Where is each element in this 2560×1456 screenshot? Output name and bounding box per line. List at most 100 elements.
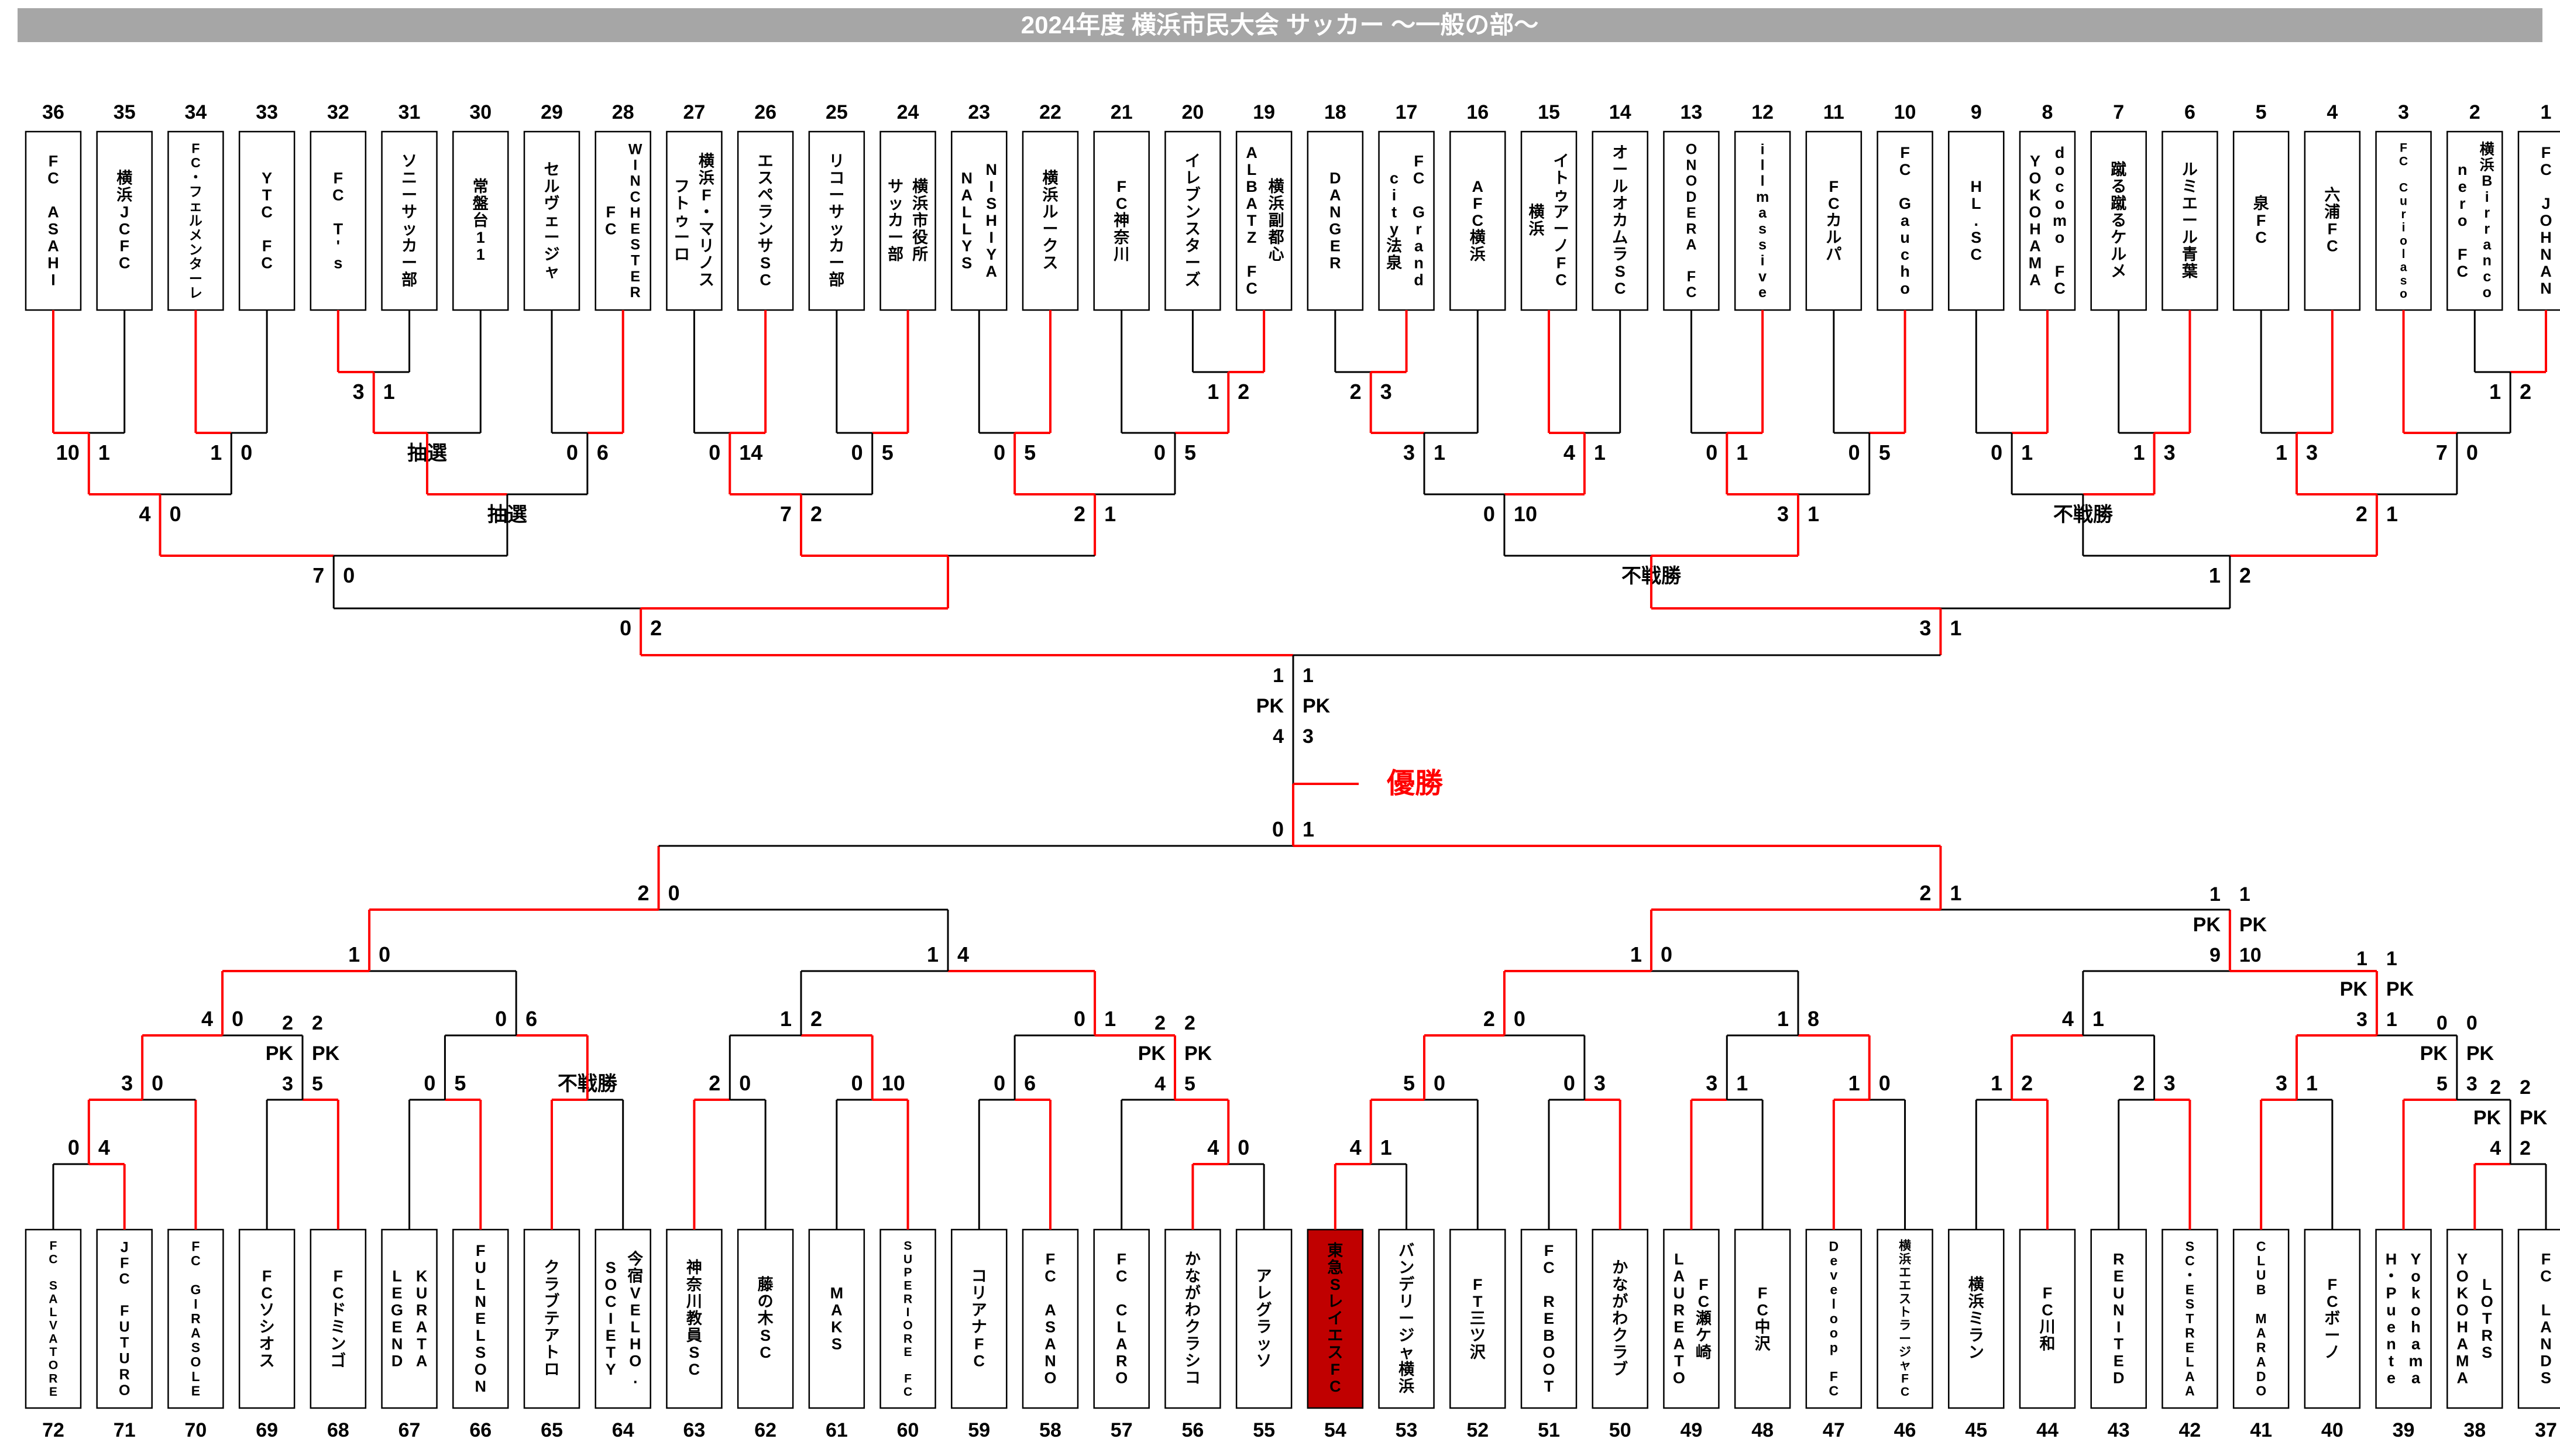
team-name-char: ス xyxy=(699,271,714,289)
team-name-char: フ xyxy=(674,178,690,195)
team-name-char: Y xyxy=(2030,153,2040,170)
team-box-20 xyxy=(1164,130,1221,311)
team-box-49 xyxy=(1663,1228,1720,1409)
team-name-char: ロ xyxy=(544,1361,559,1378)
team-box-67 xyxy=(381,1228,438,1409)
team-name-char: T xyxy=(2186,1311,2194,1326)
score-left: 2 xyxy=(1350,380,1362,404)
team-name-char: U xyxy=(475,1259,487,1276)
score-left: 1 xyxy=(1848,1071,1860,1095)
score-left: 3 xyxy=(1403,440,1415,464)
match-qf-3: 1 PK 9 1 PK 10 xyxy=(2082,883,2378,1035)
score-left: 7 xyxy=(2436,440,2448,464)
team-name-char: C xyxy=(261,204,273,221)
team-name-char: 横 xyxy=(1042,170,1058,187)
team-name-char: F xyxy=(119,237,129,255)
team-name-char: T xyxy=(606,1344,616,1361)
team-name-char: ラ xyxy=(1968,1327,1984,1344)
team-name-char: 東 xyxy=(1327,1242,1343,1259)
title-bar xyxy=(18,8,2542,42)
score-right: 8 xyxy=(1808,1007,1819,1031)
team-name-char: C xyxy=(2185,1253,2195,1268)
team-number: 22 xyxy=(1039,101,1061,123)
score-left: 0 xyxy=(1074,1007,1085,1031)
team-name-char: わ xyxy=(1612,1310,1628,1327)
team-name-char: 今 xyxy=(627,1250,643,1268)
team-number: 3 xyxy=(2398,101,2409,123)
team-box-9 xyxy=(1948,130,2005,311)
team-name-char: O xyxy=(629,1352,641,1370)
team-name-char: I xyxy=(609,1310,613,1327)
team-number: 33 xyxy=(256,101,278,123)
round-r32: 10 1 1 0 抽選 0 6 0 14 0 5 0 5 0 5 3 1 4 1 0 1 0 5 0 1 1 3 1 3 7 0 xyxy=(52,310,2511,464)
team-name-char: 奈 xyxy=(1113,229,1130,246)
center-final: 優勝 xyxy=(1292,655,1444,846)
team-name-char: s xyxy=(1758,221,1767,237)
team-number: 65 xyxy=(541,1419,563,1441)
team-name-char: N xyxy=(961,170,973,187)
team-number: 2 xyxy=(2469,101,2480,123)
bracket-root: FCASAHI36横浜JCFC35FC・フェルメンターレ34YTCFC33FCT… xyxy=(25,101,2560,1441)
team-name-char: メ xyxy=(2111,263,2126,280)
score-left: 4 xyxy=(1207,1135,1219,1159)
team-name-char: t xyxy=(1391,204,1397,221)
team-name-char: R xyxy=(1543,1293,1555,1310)
team-name-char: C xyxy=(2054,280,2066,297)
team-box-57 xyxy=(1093,1228,1150,1409)
team-name-char: 常 xyxy=(473,178,489,195)
team-name-char: 1 xyxy=(476,246,485,263)
team-name-char: m xyxy=(2409,1352,2423,1370)
team-name-char: な xyxy=(1185,1268,1201,1285)
team-name-char: e xyxy=(2387,1319,2396,1336)
team-name-char: 浜 xyxy=(699,170,714,187)
team-name-char: グ xyxy=(1256,1301,1272,1319)
team-name-char: テ xyxy=(544,1310,559,1327)
pk-score-label: 5 xyxy=(312,1073,323,1095)
team-name-char: F xyxy=(1687,269,1696,285)
score-left: 0 xyxy=(1272,817,1284,841)
pk-score-label: PK xyxy=(266,1042,294,1065)
team-name-char: V xyxy=(630,1285,641,1302)
team-name-char: ャ xyxy=(544,263,559,280)
score-left: 0 xyxy=(1564,1071,1575,1095)
team-name-char: S xyxy=(2186,1238,2194,1254)
pk-score-label: 3 xyxy=(1303,725,1314,748)
team-name-char: C xyxy=(1116,1268,1128,1285)
team-name-char: C xyxy=(2399,154,2408,168)
team-box-58 xyxy=(1022,1228,1079,1409)
team-name-char: ン xyxy=(189,242,202,257)
team-number: 6 xyxy=(2184,101,2195,123)
team-name-char: o xyxy=(2411,1302,2421,1319)
team-name-char: C xyxy=(1116,1302,1128,1319)
team-name-char: F xyxy=(1544,1242,1554,1259)
team-name-char: C xyxy=(1555,271,1567,289)
team-name-char: ク xyxy=(1185,1319,1201,1336)
team-number: 40 xyxy=(2321,1419,2343,1441)
team-name-char: リ xyxy=(971,1285,987,1302)
team-name-char: ジ xyxy=(1899,1345,1911,1359)
team-name-char: H xyxy=(2386,1251,2397,1268)
team-number: 19 xyxy=(1253,101,1275,123)
team-name-char: M xyxy=(830,1285,844,1302)
team-number: 4 xyxy=(2327,101,2338,123)
team-name-char: C xyxy=(1901,1385,1909,1399)
score-right: 1 xyxy=(1808,502,1819,526)
score-left: 1 xyxy=(2209,563,2221,587)
team-name-char: ヴ xyxy=(544,194,559,212)
team-number: 20 xyxy=(1182,101,1204,123)
team-name-char: ラ xyxy=(544,1276,559,1293)
pk-score-label: 1 xyxy=(2209,883,2221,906)
team-box-5 xyxy=(2232,130,2290,311)
score-right: 5 xyxy=(454,1071,466,1095)
team-name-char: 法 xyxy=(1386,237,1402,255)
team-box-39 xyxy=(2375,1228,2432,1409)
team-name-char: S xyxy=(2186,1296,2194,1312)
